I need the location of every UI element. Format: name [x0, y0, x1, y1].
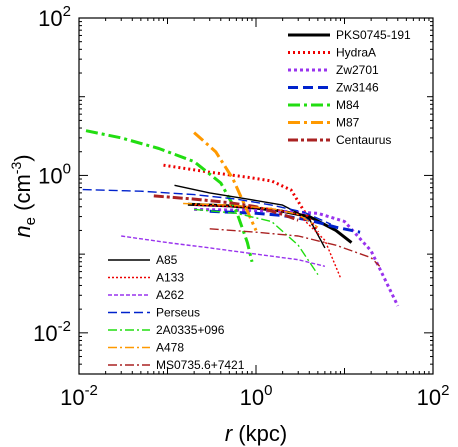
- legend-label: Zw3146: [336, 81, 379, 95]
- y-tick-label: 102: [38, 3, 71, 31]
- series-line-13: [209, 228, 381, 267]
- x-tick-label: 10-2: [60, 382, 98, 410]
- legend-label: A85: [156, 253, 178, 267]
- series-line-6: [153, 194, 299, 222]
- series-line-2: [194, 207, 400, 307]
- series-line-8: [194, 204, 342, 279]
- series-line-12: [183, 202, 319, 228]
- y-axis-label: ne (cm-3): [8, 154, 39, 237]
- series-line-11: [194, 208, 319, 275]
- legend-label: Perseus: [156, 306, 200, 320]
- legend-top: PKS0745-191 HydraA Zw2701 Zw3146 M84 M87 Centa…: [288, 28, 411, 147]
- x-tick-label: 100: [240, 382, 273, 410]
- series-line-5: [193, 131, 258, 232]
- axis-ticks: [78, 17, 434, 374]
- legend-label: M84: [336, 98, 360, 112]
- x-tick-label: 102: [417, 382, 450, 410]
- legend-label: A478: [156, 341, 184, 355]
- axis-tick-labels: 10-2 100 102 10-2 100 102: [33, 3, 449, 410]
- series-line-10: [82, 188, 332, 225]
- legend-bottom: A85 A133 A262 Perseus 2A0335+096 A478 MS0735.6…: [108, 253, 245, 372]
- legend-label: Centaurus: [336, 133, 391, 147]
- series-line-9: [121, 235, 326, 267]
- legend-label: HydraA: [336, 46, 376, 60]
- y-tick-label: 100: [38, 160, 71, 188]
- plot-frame: [78, 17, 434, 375]
- legend-label: Zw2701: [336, 63, 379, 77]
- legend-label: MS0735.6+7421: [156, 358, 245, 372]
- series-line-3: [209, 209, 361, 234]
- legend-label: PKS0745-191: [336, 28, 411, 42]
- x-axis-label: r (kpc): [225, 421, 287, 446]
- legend-label: M87: [336, 116, 360, 130]
- legend-label: 2A0335+096: [156, 323, 225, 337]
- y-tick-label: 10-2: [33, 318, 71, 346]
- legend-label: A262: [156, 288, 184, 302]
- series-layer: [82, 129, 400, 307]
- legend-label: A133: [156, 271, 184, 285]
